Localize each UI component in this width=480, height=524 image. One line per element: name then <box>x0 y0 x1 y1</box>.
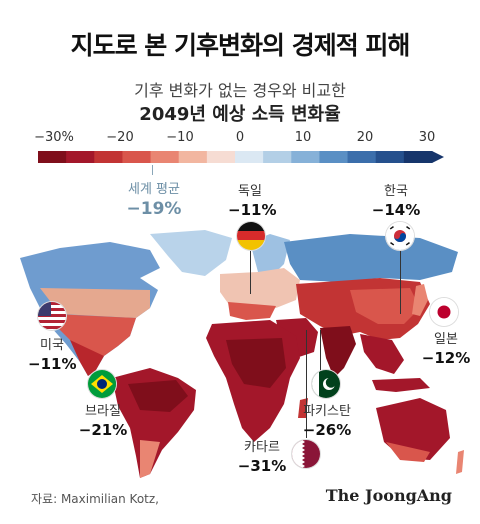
callout-qatar: 카타르 −31% <box>236 436 288 475</box>
callout-pakistan: 파키스탄 −26% <box>296 400 358 439</box>
colorbar-cell <box>235 151 264 163</box>
madagascar-region <box>298 398 308 418</box>
europe-region <box>220 268 300 312</box>
colorbar-cell <box>122 151 152 163</box>
colorbar-tick: −30% <box>34 130 74 145</box>
country-value: −14% <box>371 201 421 219</box>
australia-south-region <box>386 442 430 462</box>
colorbar-cell <box>150 151 180 163</box>
country-name: 일본 <box>434 332 458 347</box>
mexico-region <box>70 340 104 376</box>
country-value: −21% <box>78 421 128 439</box>
colorbar-cell <box>66 151 95 163</box>
source-note: 자료: Maximilian Kotz, <box>31 492 159 506</box>
russia-region <box>284 234 458 282</box>
brazil-flag-icon <box>88 370 116 398</box>
colorbar-cell <box>347 151 377 163</box>
colorbar-cell <box>291 151 320 163</box>
korea-region <box>402 292 412 310</box>
southern-europe-region <box>228 302 276 320</box>
colorbar-ticks: −30% −20 −10 0 10 20 30 <box>0 130 480 146</box>
leader-line-pakistan <box>320 330 321 376</box>
colorbar-cell <box>206 151 236 163</box>
japan-flag-icon <box>430 298 458 326</box>
callout-japan: 일본 −12% <box>420 328 472 367</box>
japan-region <box>412 284 428 316</box>
colorbar-tick: 30 <box>418 130 436 145</box>
country-name: 파키스탄 <box>303 404 351 419</box>
south-korea-flag-icon <box>386 222 414 250</box>
amazon-region <box>128 380 188 412</box>
leader-line-germany <box>250 250 251 294</box>
leader-line-qatar <box>306 330 307 438</box>
country-name: 독일 <box>238 184 262 199</box>
brand-logo: The JoongAng <box>325 486 452 505</box>
indonesia-region <box>372 378 430 392</box>
colorbar-cell <box>319 151 349 163</box>
canada-south-band <box>40 288 150 318</box>
colorbar-tick: −10 <box>166 130 194 145</box>
colorbar-right-arrow <box>432 151 444 163</box>
country-name: 브라질 <box>85 404 121 419</box>
callout-brazil: 브라질 −21% <box>74 400 132 439</box>
country-name: 미국 <box>40 338 64 353</box>
country-name: 한국 <box>384 184 408 199</box>
leader-line-korea <box>400 250 401 314</box>
page-title: 지도로 본 기후변화의 경제적 피해 <box>70 31 411 60</box>
india-region <box>320 326 356 378</box>
callout-germany: 독일 −11% <box>228 180 277 219</box>
world-average-value: −19% <box>126 199 182 219</box>
world-average-pointer <box>152 165 153 175</box>
usa-region <box>54 314 136 356</box>
new-zealand-region <box>456 450 464 474</box>
south-cone-region <box>140 440 160 478</box>
colorbar <box>38 151 444 163</box>
qatar-flag-icon <box>292 440 320 468</box>
country-name: 카타르 <box>244 440 280 455</box>
greenland-region <box>150 230 232 276</box>
country-value: −12% <box>421 349 471 367</box>
country-value: −11% <box>228 201 277 219</box>
colorbar-cell <box>403 151 433 163</box>
colorbar-tick: 20 <box>356 130 374 145</box>
colorbar-cell <box>263 151 292 163</box>
callout-usa: 미국 −11% <box>28 334 76 373</box>
world-average-label: 세계 평균 <box>128 182 180 197</box>
colorbar-tick: 0 <box>235 130 245 145</box>
country-value: −11% <box>28 355 77 373</box>
pakistan-flag-icon <box>312 370 340 398</box>
southeast-asia-region <box>360 334 404 374</box>
callout-korea: 한국 −14% <box>368 180 424 219</box>
colorbar-cell <box>375 151 405 163</box>
colorbar-tick: −20 <box>106 130 134 145</box>
colorbar-cell <box>94 151 123 163</box>
usa-flag-icon <box>38 302 66 330</box>
subtitle-line2: 2049년 예상 소득 변화율 <box>139 104 341 125</box>
germany-flag-icon <box>237 222 265 250</box>
central-africa-region <box>226 338 286 388</box>
colorbar-tick: 10 <box>294 130 312 145</box>
colorbar-cell <box>178 151 208 163</box>
country-value: −26% <box>302 421 352 439</box>
subtitle-line1: 기후 변화가 없는 경우와 비교한 <box>134 81 346 100</box>
world-map <box>20 230 464 478</box>
colorbar-cell <box>38 151 67 163</box>
country-value: −31% <box>237 457 287 475</box>
